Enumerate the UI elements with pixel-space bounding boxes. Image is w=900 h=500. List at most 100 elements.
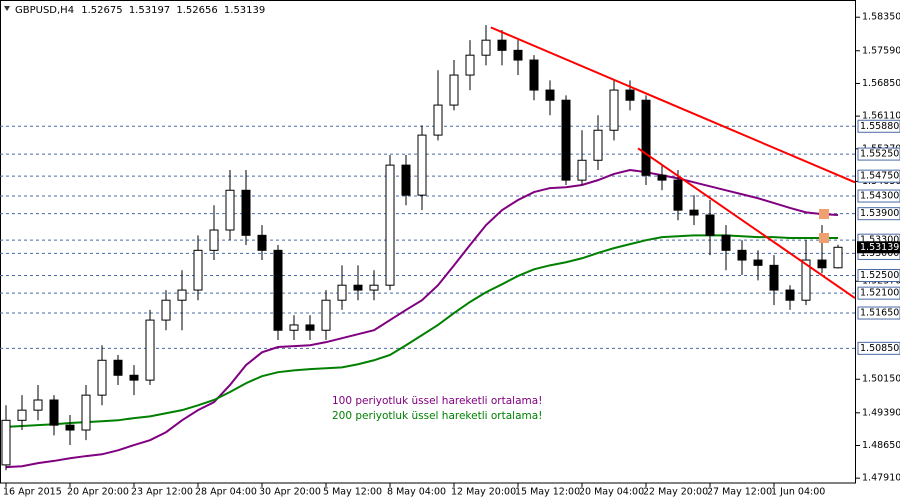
x-tick-label: 30 Apr 20:00 xyxy=(259,487,321,498)
candle-body xyxy=(401,164,411,196)
candle-body xyxy=(609,89,619,131)
level-label: 1.54300 xyxy=(860,191,899,202)
candle-body xyxy=(737,249,747,261)
x-tick-label: 5 May 12:00 xyxy=(323,487,382,498)
candle-body xyxy=(753,259,763,266)
candle-body xyxy=(241,189,251,236)
price-box xyxy=(857,241,900,254)
trend-layer xyxy=(490,26,856,299)
legend-entry: 200 periyotluk üssel hareketli ortalama! xyxy=(332,410,542,422)
candle-body xyxy=(65,424,75,431)
candle-body xyxy=(161,299,171,321)
level-label: 1.51650 xyxy=(860,308,899,319)
candle-body xyxy=(193,249,203,291)
x-tick-label: 8 May 04:00 xyxy=(387,487,446,498)
level-label-box xyxy=(857,286,900,300)
candle-body xyxy=(17,409,27,421)
alert-marker xyxy=(819,233,829,243)
candle-body xyxy=(145,319,155,381)
candle-body xyxy=(705,214,715,236)
candle-body xyxy=(721,234,731,251)
candle-body xyxy=(81,394,91,431)
x-tick-label: 12 May 20:00 xyxy=(451,487,516,498)
candle-body xyxy=(257,234,267,251)
level-label-box xyxy=(857,306,900,320)
y-tick-label: 1.57590 xyxy=(862,45,900,56)
trendline xyxy=(490,26,856,184)
moving-average xyxy=(5,234,838,428)
level-label: 1.55250 xyxy=(860,149,899,160)
x-tick-label: 16 Apr 2015 xyxy=(3,487,62,498)
candle-body xyxy=(513,49,523,61)
candle-body xyxy=(817,259,827,269)
candle-body xyxy=(209,229,219,251)
y-tick-label: 1.56110 xyxy=(862,111,900,122)
candle-body xyxy=(385,164,395,286)
candle-body xyxy=(561,99,571,181)
header-close: 1.53139 xyxy=(224,5,265,16)
x-tick-label: 27 May 12:00 xyxy=(707,487,772,498)
candle-body xyxy=(657,174,667,181)
plot-frame xyxy=(0,0,856,484)
candle-body xyxy=(593,129,603,161)
candle-layer xyxy=(1,25,843,471)
x-tick-label: 1 Jun 04:00 xyxy=(771,487,825,498)
candle-body xyxy=(545,89,555,101)
level-label-box xyxy=(857,169,900,183)
level-label: 1.53000 xyxy=(860,248,899,259)
candle-body xyxy=(353,284,363,291)
header-high: 1.53197 xyxy=(129,5,170,16)
moving-average xyxy=(5,168,839,469)
y-tick-label: 1.50150 xyxy=(862,374,900,385)
candle-body xyxy=(177,289,187,301)
candle-body xyxy=(305,324,315,331)
candle-body xyxy=(625,89,635,101)
legend: 100 periyotluk üssel hareketli ortalama!… xyxy=(332,395,542,422)
candle-body xyxy=(113,359,123,376)
level-label: 1.54750 xyxy=(860,171,899,182)
header-icon xyxy=(4,6,10,11)
candle-body xyxy=(641,99,651,176)
candle-body xyxy=(833,246,843,269)
levels-layer xyxy=(0,125,856,349)
y-tick-label: 1.47910 xyxy=(862,473,900,484)
level-label: 1.52500 xyxy=(860,270,899,281)
candle-body xyxy=(449,74,459,106)
candle-body xyxy=(465,54,475,76)
level-label-box xyxy=(857,207,900,221)
level-label: 1.55880 xyxy=(860,121,899,132)
candle-body xyxy=(369,284,379,291)
candle-body xyxy=(225,189,235,231)
level-label: 1.53300 xyxy=(860,235,899,246)
candle-body xyxy=(273,249,283,331)
candle-body xyxy=(289,324,299,331)
legend-entry: 100 periyotluk üssel hareketli ortalama! xyxy=(332,395,542,407)
level-label: 1.53900 xyxy=(860,208,899,219)
level-label-box xyxy=(857,119,900,133)
symbol: GBPUSD,H4 xyxy=(15,5,74,16)
candle-body xyxy=(49,399,59,426)
level-label-box xyxy=(857,341,900,355)
alert-marker xyxy=(819,209,829,219)
level-label: 1.52100 xyxy=(860,288,899,299)
candle-body xyxy=(337,284,347,301)
y-tick-label: 1.58350 xyxy=(862,12,900,23)
level-label: 1.50850 xyxy=(860,343,899,354)
y-tick-label: 1.56850 xyxy=(862,78,900,89)
candle-body xyxy=(769,264,779,291)
header: GBPUSD,H4 1.52675 1.53197 1.52656 1.5313… xyxy=(15,5,265,16)
x-tick-label: 23 Apr 12:00 xyxy=(131,487,193,498)
candle-body xyxy=(577,159,587,181)
candle-body xyxy=(33,399,43,411)
candle-body xyxy=(481,39,491,56)
candle-body xyxy=(129,374,139,381)
level-label-box xyxy=(857,189,900,203)
price-label: 1.53139 xyxy=(860,242,899,253)
candle-body xyxy=(321,299,331,331)
candle-body xyxy=(497,39,507,51)
candle-body xyxy=(673,179,683,211)
x-tick-label: 22 May 20:00 xyxy=(643,487,708,498)
candle-body xyxy=(801,259,811,301)
